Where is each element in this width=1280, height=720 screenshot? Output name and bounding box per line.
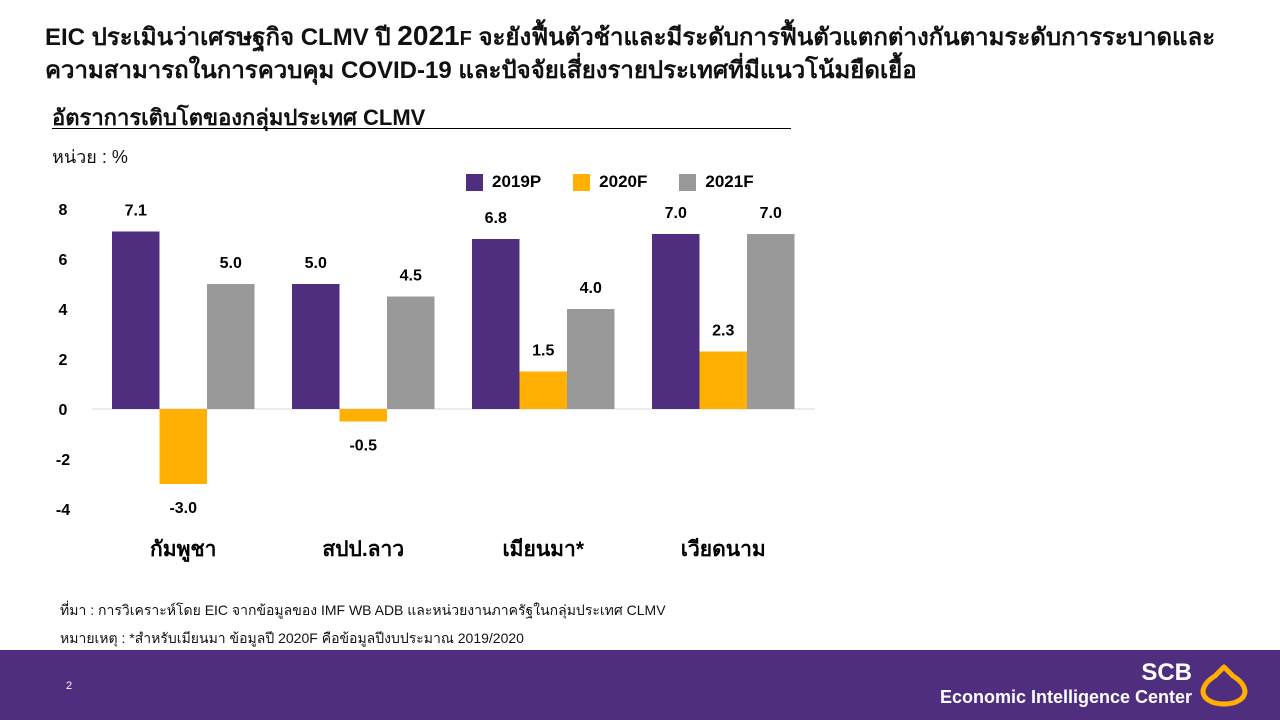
y-tick-label: -2 [56,452,70,469]
headline-year: 2021 [397,20,460,51]
legend-swatch-2020f [573,173,591,191]
y-tick-label: -4 [56,502,70,519]
y-tick-label: 8 [59,202,68,219]
y-tick-label: 4 [59,302,68,319]
chart-title: อัตราการเติบโตของกลุ่มประเทศ CLMV [52,105,426,130]
bar [567,309,615,409]
x-category-label: กัมพูชา [150,538,216,563]
legend-item-2020f: 2020F [573,172,647,192]
source-note: ที่มา : การวิเคราะห์โดย EIC จากข้อมูลของ… [60,602,666,618]
bar-value-label: 5.0 [220,255,242,272]
bar [339,409,387,422]
headline-year-suffix: F [459,28,472,50]
y-tick-label: 6 [59,252,68,269]
remark-note: หมายเหตุ : *สำหรับเมียนมา ข้อมูลปี 2020F… [60,630,524,646]
bar-value-label: 1.5 [532,343,554,360]
bar [472,239,520,409]
legend-label-2021f: 2021F [705,172,754,191]
slide-headline: EIC ประเมินว่าเศรษฐกิจ CLMV ปี 2021F จะย… [45,20,1245,87]
bar-value-label: 6.8 [485,210,507,227]
legend-item-2021f: 2021F [679,172,754,192]
bar [207,284,255,409]
bar [292,284,340,409]
bar-value-label: -3.0 [169,500,197,517]
page-number: 2 [66,680,73,692]
bar-value-label: 4.0 [580,280,602,297]
y-tick-label: 0 [59,402,68,419]
scb-emblem-icon [1200,664,1248,707]
brand-subtitle: Economic Intelligence Center [939,687,1192,707]
legend-label-2019p: 2019P [492,172,542,191]
x-category-label: สปป.ลาว [322,538,404,561]
x-category-label: เมียนมา* [503,537,585,561]
legend-swatch-2019p [466,173,483,191]
bar-value-label: 5.0 [305,255,327,272]
headline-part1: EIC ประเมินว่าเศรษฐกิจ CLMV ปี [45,24,398,51]
bar-value-label: 7.1 [125,203,147,220]
headline-part2: จะยังฟื้นตัวช้าและมีระดับการฟื้นตัวแตกต่… [45,24,1216,84]
bar-value-label: 7.0 [665,205,687,222]
bar-value-label: 7.0 [760,205,782,222]
legend-item-2019p: 2019P [466,172,541,192]
x-category-label: เวียดนาม [681,537,766,561]
bar [112,231,160,409]
bar-value-label: -0.5 [349,438,377,455]
bar [519,371,567,409]
title-underline [52,128,791,129]
bar [699,351,747,409]
bar [652,234,700,409]
legend-swatch-2021f [679,173,697,191]
bar [387,296,435,409]
brand-name: SCB [1141,659,1192,686]
y-tick-label: 2 [59,352,68,369]
legend-label-2020f: 2020F [599,172,648,191]
chart-legend: 2019P 2020F 2021F [466,172,786,192]
unit-label: หน่วย : % [52,147,128,167]
bar [747,234,795,409]
bar-value-label: 2.3 [712,323,734,340]
bar [159,409,207,484]
footer-bar: 2 SCB Economic Intelligence Center [0,650,1280,720]
brand-block: SCB Economic Intelligence Center [940,660,1192,708]
bar-value-label: 4.5 [400,268,422,285]
